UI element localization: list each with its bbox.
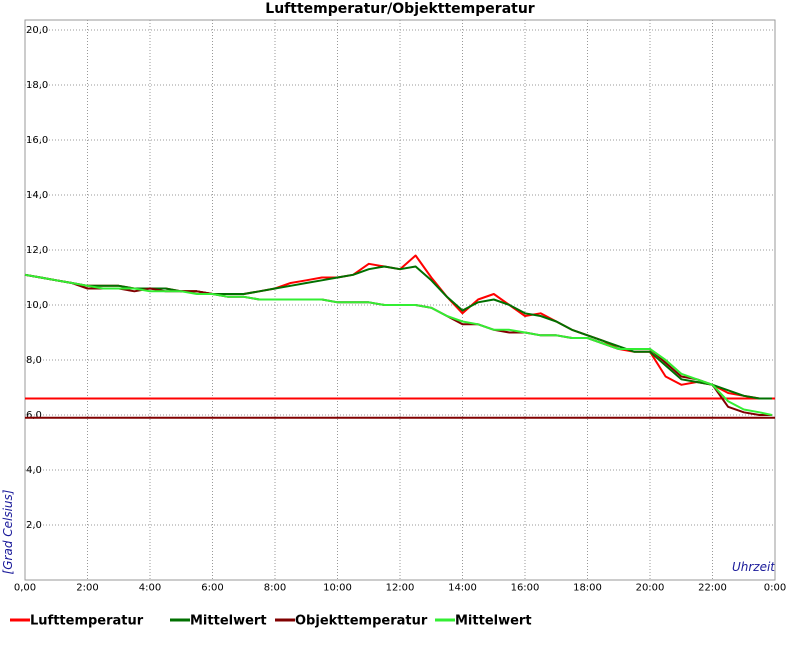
x-tick-label: 12:00 [386,582,415,593]
y-tick-label: 6,0 [26,410,42,421]
y-tick-label: 8,0 [26,355,42,366]
legend-label: Mittelwert [455,614,532,629]
y-tick-label: 2,0 [26,520,42,531]
y-tick-label: 4,0 [26,465,42,476]
x-tick-label: 14:00 [448,582,477,593]
y-tick-label: 18,0 [26,80,48,91]
series-line [24,273,773,416]
x-tick-label: 22:00 [698,582,727,593]
y-tick-label: 16,0 [26,135,48,146]
y-tick-label: 20,0 [26,25,48,36]
x-tick-label: 18:00 [573,582,602,593]
legend-label: Mittelwert [190,614,267,629]
y-axis-title: [Grad Celsius] [1,489,15,574]
chart-title: Lufttemperatur/Objekttemperatur [265,1,535,17]
series-line [24,254,772,400]
legend-label: Lufttemperatur [30,614,144,629]
x-tick-label: 6:00 [201,582,223,593]
x-tick-label: 0,00 [14,582,36,593]
y-tick-label: 10,0 [26,300,48,311]
x-tick-label: 8:00 [264,582,286,593]
x-tick-label: 0:00 [764,582,786,593]
x-tick-label: 2:00 [76,582,98,593]
x-tick-label: 10:00 [323,582,352,593]
x-axis-title: Uhrzeit [732,560,776,574]
y-tick-label: 12,0 [26,245,48,256]
x-tick-label: 16:00 [511,582,540,593]
legend-label: Objekttemperatur [295,614,428,629]
x-tick-label: 20:00 [636,582,665,593]
series-line [24,273,772,416]
series-line [24,265,772,400]
x-tick-label: 4:00 [139,582,161,593]
y-tick-label: 14,0 [26,190,48,201]
